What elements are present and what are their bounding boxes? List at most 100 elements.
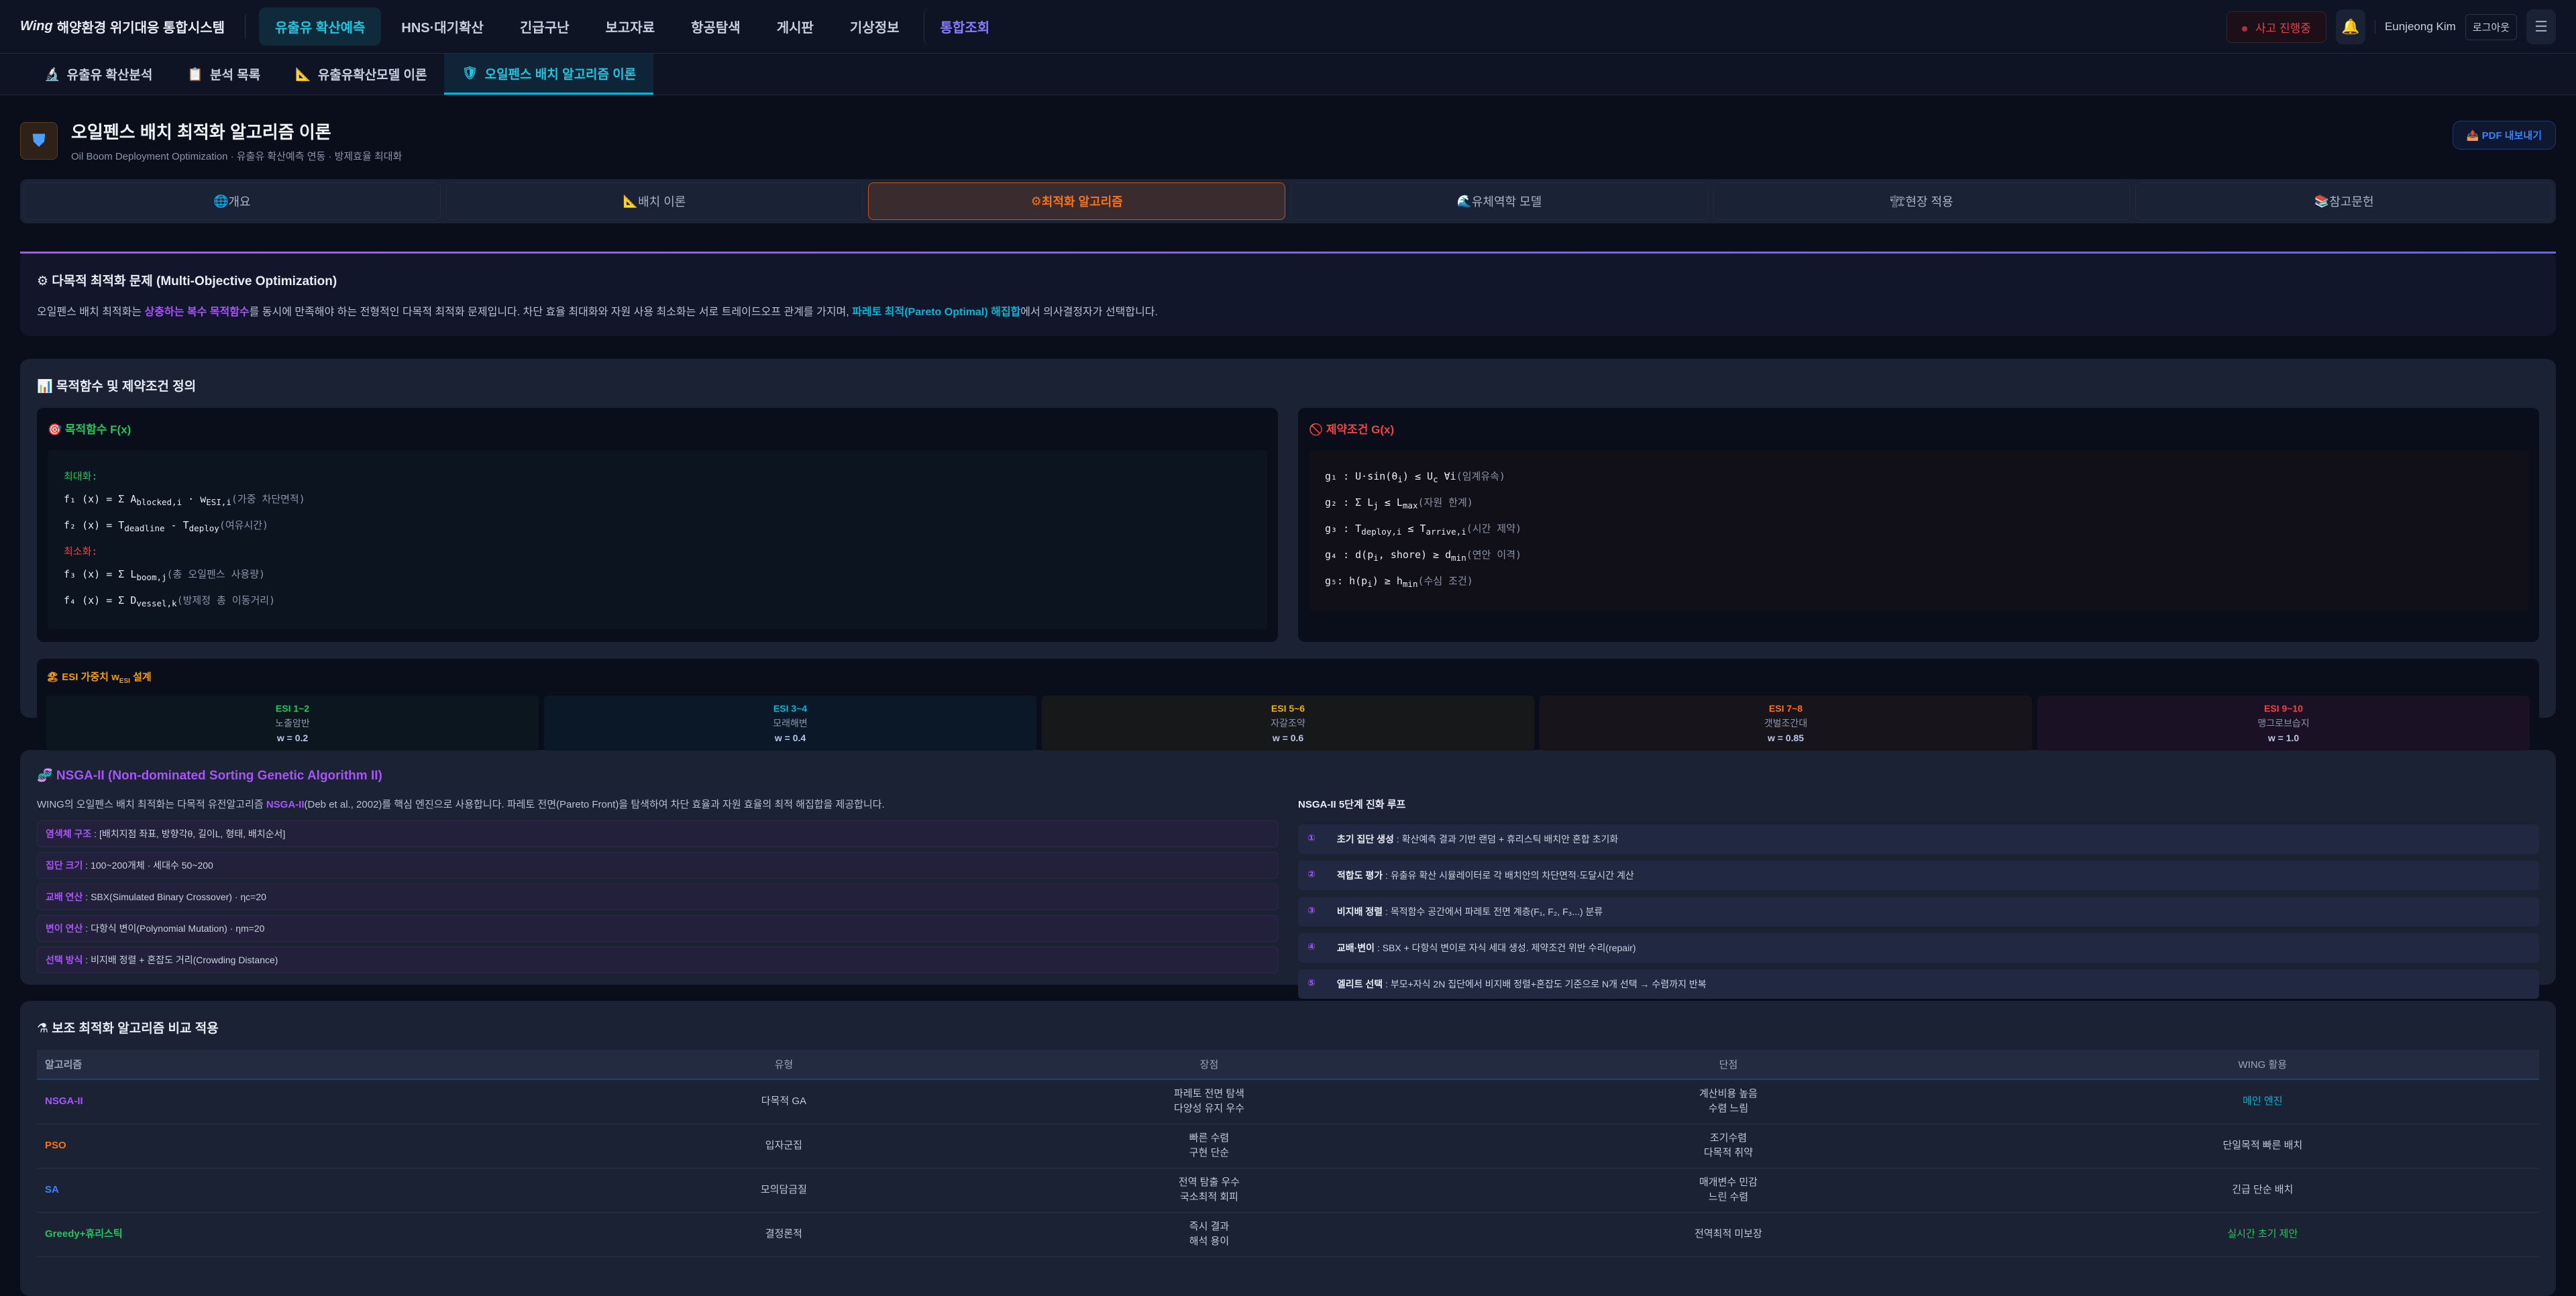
esi-level: ESI 1~2	[275, 703, 310, 714]
globe-icon: 🌐	[213, 194, 229, 208]
esi-weight-box: ESI 9~10 맹그로브습지 w = 1.0	[2037, 696, 2530, 751]
algorithm-cons: 계산비용 높음 수렴 느림	[1470, 1079, 1986, 1124]
table-row: SA 모의담금질 전역 탐출 우수 국소최적 회피 매개변수 민감 느린 수렴 긴급 단순 …	[37, 1168, 2539, 1213]
incident-label: 사고 진행중	[2255, 21, 2311, 35]
subnav-item[interactable]: 🛡 오일펜스 배치 알고리즘 이론	[444, 54, 654, 95]
algorithm-pros: 빠른 수렴 구현 단순	[947, 1124, 1471, 1169]
algorithm-name: PSO	[37, 1124, 621, 1169]
subnav-item[interactable]: 📐 유출유확산모델 이론	[278, 54, 444, 95]
incident-status-badge[interactable]: 사고 진행중	[2226, 11, 2326, 43]
nav-item[interactable]: HNS·대기확산	[401, 21, 484, 36]
shield-icon: ⛊	[20, 121, 58, 160]
maximize-label: 최대화:	[64, 470, 98, 482]
algorithm-name: Greedy+휴리스틱	[37, 1212, 621, 1257]
formula-line: f₄ (x) = Σ Dvessel,k(방제정 총 이동거리)	[64, 594, 276, 608]
main-menu: 유출유 확산예측 HNS·대기확산 긴급구난 보고자료 항공탐색 게시판 기상정보 통합조회	[259, 7, 1006, 46]
table-row: NSGA-II 다목적 GA 파레토 전면 탐색 다양성 유지 우수 계산비용 높음 수렴…	[37, 1079, 2539, 1124]
nav-item[interactable]: 항공탐색	[691, 21, 741, 36]
loop-title: NSGA-II 5단계 진화 루프	[1298, 799, 1406, 810]
logout-button[interactable]: 로그아웃	[2465, 13, 2517, 40]
page-title: 오일펜스 배치 최적화 알고리즘 이론	[71, 121, 331, 142]
formula-line: f₃ (x) = Σ Lboom,j(총 오일펜스 사용량)	[64, 568, 266, 582]
algorithm-name: NSGA-II	[37, 1079, 621, 1124]
brand-title: 해양환경 위기대응 통합시스템	[56, 21, 225, 36]
constraint-formulas: g₁ : U·sin(θi) ≤ Uc ∀i(임계유속) g₂ : Σ Lj ≤ …	[1309, 450, 2528, 610]
formula-line: g₅: h(pi) ≥ hmin(수심 조건)	[1325, 575, 1473, 589]
esi-level: ESI 3~4	[773, 703, 808, 714]
section-title: 📊 목적함수 및 제약조건 정의	[37, 380, 197, 394]
nsga-parameter: 선택 방식 : 비지배 정렬 + 혼잡도 거리(Crowding Distanc…	[37, 947, 1278, 973]
hamburger-icon: ☰	[2534, 18, 2548, 35]
nav-item[interactable]: 통합조회	[923, 7, 1006, 46]
ruler-icon: 📐	[623, 194, 639, 208]
subnav-label: 분석 목록	[209, 68, 261, 83]
table-row: PSO 입자군집 빠른 수렴 구현 단순 조기수렴 다목적 취약 단일목적 빠른 배치	[37, 1124, 2539, 1169]
esi-weight: w = 0.2	[276, 733, 309, 743]
subnav-label: 유출유확산모델 이론	[317, 68, 427, 83]
nav-item[interactable]: 게시판	[776, 21, 814, 36]
esi-weight: w = 0.4	[774, 733, 806, 743]
nsga-parameter: 집단 크기 : 100~200개체 · 세대수 50~200	[37, 852, 1278, 879]
tab[interactable]: 🌊 유체역학 모델	[1291, 182, 1708, 220]
wing-logo: Wing	[20, 19, 53, 34]
subnav-item[interactable]: 🔬 유출유 확산분석	[27, 54, 170, 95]
algorithm-type: 입자군집	[620, 1124, 948, 1169]
algorithm-comparison-table: 알고리즘 유형 장점 단점 WING 활용 NSGA-II 다목적 GA 파레토 전면 탐색 다…	[37, 1050, 2539, 1257]
tab[interactable]: 🌐 개요	[23, 182, 441, 220]
formula-line: g₄ : d(pi, shore) ≥ dmin(연안 이격)	[1325, 549, 1522, 563]
tab-label: 현장 적용	[1905, 195, 1953, 209]
nsga-parameter: 교배 연산 : SBX(Simulated Binary Crossover) …	[37, 883, 1278, 910]
export-icon: 📤	[2466, 130, 2482, 142]
column-header: WING 활용	[1986, 1050, 2539, 1080]
wing-usage: 단일목적 빠른 배치	[1986, 1124, 2539, 1169]
table-row: Greedy+휴리스틱 결정론적 즉시 결과 해석 용이 전역최적 미보장 실시간 초기 …	[37, 1212, 2539, 1257]
page-subtitle: Oil Boom Deployment Optimization · 유출유 확…	[71, 150, 402, 162]
pdf-export-button[interactable]: 📤 PDF 내보내기	[2452, 121, 2556, 150]
column-header: 유형	[620, 1050, 948, 1080]
sub-nav: 🔬 유출유 확산분석 📋 분석 목록 📐 유출유확산모델 이론 🛡 오일펜스 배치 알고리즘 …	[0, 54, 2576, 95]
esi-level: ESI 7~8	[1768, 703, 1803, 714]
nav-item[interactable]: 유출유 확산예측	[259, 7, 382, 46]
esi-level: ESI 5~6	[1271, 703, 1305, 714]
esi-weight-box: ESI 7~8 갯벌조간대 w = 0.85	[1540, 696, 2032, 751]
column-header: 장점	[947, 1050, 1471, 1080]
tab[interactable]: 📐 배치 이론	[445, 182, 863, 220]
books-icon: 📚	[2314, 194, 2330, 208]
evolution-step: ⑤ 엘리트 선택 : 부모+자식 2N 집단에서 비지배 정렬+혼잡도 기준으로 …	[1298, 969, 2539, 999]
tab-label: 최적화 알고리즘	[1041, 195, 1123, 209]
nsga-section: 🧬 NSGA-II (Non-dominated Sorting Genetic…	[20, 750, 2556, 999]
wing-usage: 긴급 단순 배치	[1986, 1168, 2539, 1213]
nav-item[interactable]: 보고자료	[605, 21, 655, 36]
subnav-item[interactable]: 📋 분석 목록	[170, 54, 278, 95]
nav-item[interactable]: 기상정보	[849, 21, 900, 36]
section-title: ⚗ 보조 최적화 알고리즘 비교 적용	[37, 1022, 219, 1036]
esi-weight-box: ESI 5~6 자갈조약 w = 0.6	[1042, 696, 1534, 751]
tab[interactable]: 🏗 현장 적용	[1713, 182, 2131, 220]
algorithm-pros: 즉시 결과 해석 용이	[947, 1212, 1471, 1257]
triangle-ruler-icon: 📐	[295, 67, 311, 82]
tab[interactable]: ⚙ 최적화 알고리즘	[868, 182, 1286, 220]
esi-desc: 맹그로브습지	[2257, 718, 2310, 728]
evolution-step: ② 적합도 평가 : 유출유 확산 시뮬레이터로 각 배치안의 차단면적·도달시간…	[1298, 861, 2539, 890]
objective-card: 🎯 목적함수 F(x) 최대화: f₁ (x) = Σ Ablocked,i · …	[37, 408, 1278, 642]
menu-button[interactable]: ☰	[2526, 9, 2556, 44]
section-title: ⚙ 다목적 최적화 문제 (Multi-Objective Optimizati…	[37, 274, 337, 288]
tab-label: 배치 이론	[638, 195, 686, 209]
formula-line: g₃ : Tdeploy,i ≤ Tarrive,i(시간 제약)	[1325, 523, 1522, 537]
algorithm-name: SA	[37, 1168, 621, 1213]
esi-title: 🏖 ESI 가중치 wESI 설계	[46, 671, 152, 685]
brand[interactable]: Wing 해양환경 위기대응 통합시스템	[20, 14, 246, 39]
minimize-label: 최소화:	[64, 545, 98, 557]
algorithm-type: 결정론적	[620, 1212, 948, 1257]
esi-desc: 자갈조약	[1271, 718, 1305, 728]
algorithm-type: 다목적 GA	[620, 1079, 948, 1124]
clipboard-icon: 📋	[187, 67, 203, 82]
notification-button[interactable]: 🔔	[2335, 9, 2365, 44]
page-header: ⛊ 오일펜스 배치 최적화 알고리즘 이론 Oil Boom Deployment…	[0, 109, 2576, 172]
tab[interactable]: 📚 참고문헌	[2135, 182, 2553, 220]
esi-weight: w = 0.6	[1272, 733, 1304, 743]
formula-line: f₂ (x) = Tdeadline - Tdeploy(여유시간)	[64, 519, 269, 533]
objective-title: 🎯 목적함수 F(x)	[48, 423, 131, 436]
nav-item[interactable]: 긴급구난	[519, 21, 570, 36]
column-header: 알고리즘	[37, 1050, 621, 1080]
